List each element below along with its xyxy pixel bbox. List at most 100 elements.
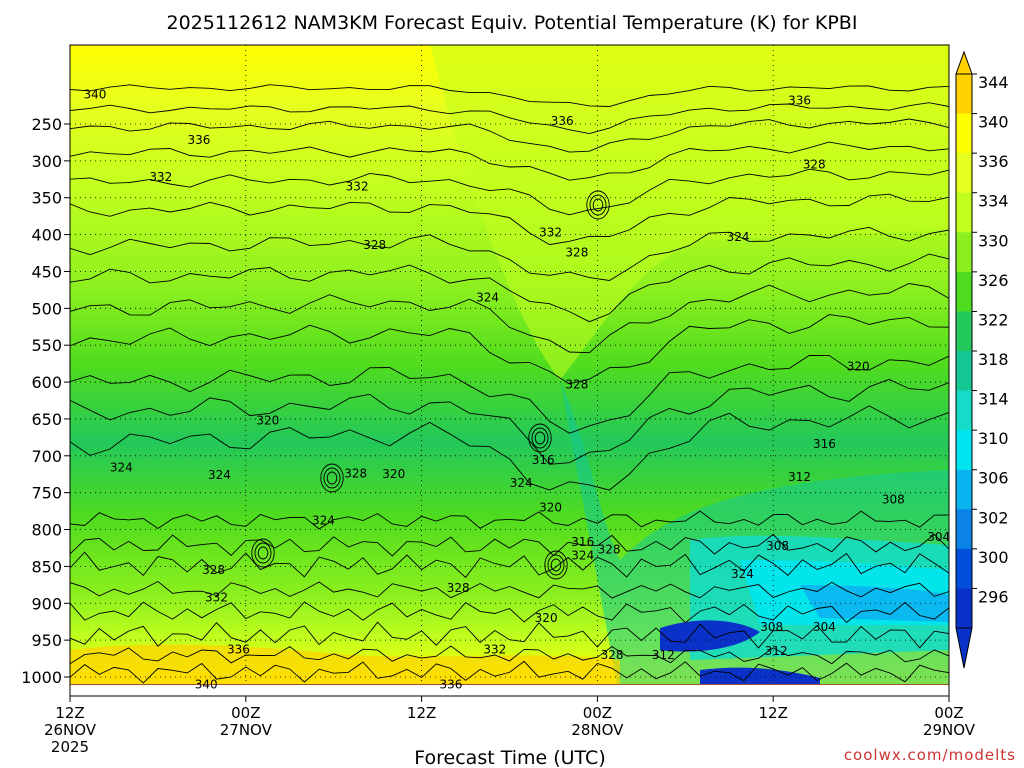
contour-line: [70, 378, 949, 465]
colorbar-label: 336: [978, 152, 1009, 171]
x-tick-label-time: 12Z: [407, 704, 436, 722]
contour-ring: [257, 546, 269, 560]
colorbar-swatch: [956, 113, 972, 154]
contour-label: 336: [187, 133, 210, 147]
contour-label: 304: [927, 530, 950, 544]
contour-label: 328: [363, 238, 386, 252]
contour-label: 328: [565, 245, 588, 259]
contour-label: 336: [551, 114, 574, 128]
contour-line: [70, 354, 949, 434]
x-tick-label-time: 00Z: [583, 704, 612, 722]
contour-label: 324: [510, 476, 533, 490]
contour-line: [70, 601, 949, 624]
colorbar: 344 340 336 334 330 326 322 318 314 310 306 302 300 2…: [955, 50, 1009, 669]
contour-label: 340: [83, 88, 106, 102]
y-tick-label: 950: [31, 631, 62, 650]
contour-line: [70, 226, 949, 281]
y-axis: 250 300 350 400 450 500 550 600 650 700 750 800 850 9…: [21, 115, 70, 687]
contour-label: 324: [727, 230, 750, 244]
x-tick-label-date: 29NOV: [923, 721, 976, 739]
contour-label: 324: [312, 514, 335, 528]
plot-frame: [69, 44, 950, 697]
colorbar-bottom-arrow: [955, 627, 973, 669]
contour-ring: [251, 538, 275, 568]
colorbar-swatch: [956, 192, 972, 233]
y-tick-label: 900: [31, 594, 62, 613]
contour-label: 316: [571, 535, 594, 549]
colorbar-swatch: [956, 311, 972, 352]
x-tick-label-time: 12Z: [759, 704, 788, 722]
chart-title: 2025112612 NAM3KM Forecast Equiv. Potent…: [167, 12, 858, 34]
colorbar-label: 322: [978, 310, 1009, 329]
contour-label: 308: [766, 539, 789, 553]
contour-ring: [550, 558, 562, 572]
contour-line: [70, 84, 949, 107]
contour-line: [70, 141, 949, 181]
contour-label: 316: [813, 437, 836, 451]
contour-lines: [70, 84, 949, 684]
contour-ring: [323, 467, 341, 489]
contour-line: [70, 253, 949, 323]
contour-ring: [586, 190, 610, 220]
contour-label: 308: [882, 492, 905, 506]
contour-label: 328: [202, 563, 225, 577]
contour-label: 328: [565, 377, 588, 391]
y-tick-label: 550: [31, 336, 62, 355]
colorbar-swatch: [956, 548, 972, 589]
contour-ring: [531, 427, 549, 449]
y-tick-label: 500: [31, 299, 62, 318]
contour-ring: [547, 554, 565, 576]
contour-line: [70, 510, 949, 530]
contour-line: [70, 314, 949, 385]
contour-ring: [254, 542, 272, 564]
colorbar-swatch: [956, 74, 972, 115]
colorbar-label: 310: [978, 429, 1009, 448]
contour-label: 328: [447, 581, 470, 595]
y-tick-label: 450: [31, 262, 62, 281]
contour-line: [70, 533, 949, 557]
contour-label: 304: [813, 620, 836, 634]
surface-warm-band: [70, 644, 620, 685]
contour-line: [70, 102, 949, 135]
contour-ring: [326, 471, 338, 485]
contour-label: 312: [765, 644, 788, 658]
colorbar-swatch: [956, 153, 972, 194]
colorbar-label: 326: [978, 271, 1009, 290]
contour-label: 332: [483, 643, 506, 657]
contour-line: [70, 621, 949, 649]
colorbar-label: 302: [978, 508, 1009, 527]
x-tick-label-time: 12Z: [55, 704, 84, 722]
colorbar-label: 340: [978, 113, 1009, 132]
y-tick-label: 700: [31, 447, 62, 466]
contour-label: 340: [195, 677, 218, 691]
colorbar-swatch: [956, 588, 972, 629]
contour-label: 320: [256, 413, 279, 427]
contour-label: 316: [532, 453, 555, 467]
contour-label: 328: [601, 648, 624, 662]
contour-label: 312: [788, 470, 811, 484]
x-axis-title: Forecast Time (UTC): [414, 747, 605, 768]
y-tick-label: 350: [31, 189, 62, 208]
colorbar-label: 314: [978, 390, 1009, 409]
colorbar-swatch: [956, 430, 972, 471]
y-tick-label: 250: [31, 115, 62, 134]
x-tick-label-time: 00Z: [934, 704, 963, 722]
contour-line: [70, 193, 949, 246]
colorbar-label: 330: [978, 231, 1009, 250]
contour-label: 336: [788, 93, 811, 107]
contour-label: 332: [346, 180, 369, 194]
ground-strip: [70, 684, 949, 685]
contour-label: 324: [208, 468, 231, 482]
x-tick-label-time: 00Z: [231, 704, 260, 722]
contour-label: 332: [149, 170, 172, 184]
contour-ring: [544, 550, 568, 580]
contour-line: [70, 118, 949, 153]
colorbar-label: 344: [978, 73, 1009, 92]
contour-line: [70, 660, 949, 684]
y-tick-label: 400: [31, 226, 62, 245]
contour-label: 320: [535, 611, 558, 625]
surface-low-theta: [700, 667, 820, 684]
contour-label: 308: [760, 620, 783, 634]
contour-label: 324: [476, 290, 499, 304]
